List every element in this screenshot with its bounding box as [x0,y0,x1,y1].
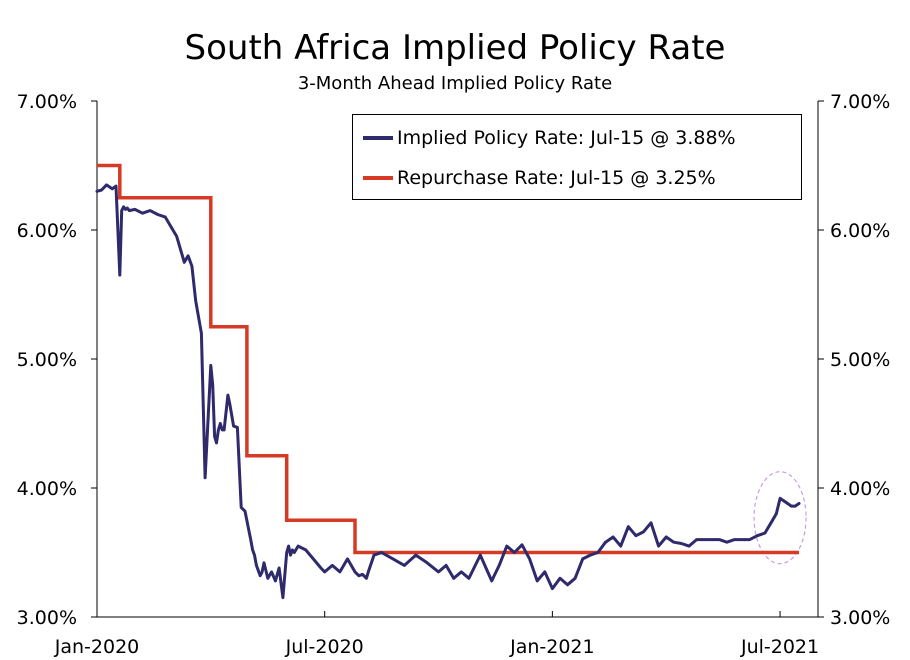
y-tick-label-left: 4.00% [17,478,77,500]
chart-subtitle: 3-Month Ahead Implied Policy Rate [297,73,613,94]
legend-swatch-implied [363,136,393,140]
x-tick-label: Jul-2020 [285,636,364,658]
y-tick-label-left: 3.00% [17,607,77,629]
y-tick-label-right: 7.00% [830,91,890,113]
legend-item-implied: Implied Policy Rate: Jul-15 @ 3.88% [363,123,736,153]
legend-label-implied: Implied Policy Rate: Jul-15 @ 3.88% [397,127,736,149]
series-line-repurchase-rate [97,163,799,555]
y-tick-label-right: 3.00% [830,607,890,629]
highlight-ellipse [753,471,807,565]
y-tick-label-right: 4.00% [830,478,890,500]
y-tick-label-right: 5.00% [830,349,890,371]
x-tick-label: Jul-2021 [740,636,819,658]
series-line-implied-policy-rate [95,183,801,600]
legend-swatch-repo [363,176,393,180]
y-tick-label-left: 5.00% [17,349,77,371]
x-tick-label: Jan-2020 [54,636,140,658]
y-tick-label-right: 6.00% [830,220,890,242]
chart-title: South Africa Implied Policy Rate [184,28,726,68]
annotations [753,471,807,565]
legend: Implied Policy Rate: Jul-15 @ 3.88% Repu… [352,114,802,200]
series-layer [95,163,801,600]
legend-item-repo: Repurchase Rate: Jul-15 @ 3.25% [363,163,716,193]
x-tick-label: Jan-2021 [509,636,595,658]
y-tick-label-left: 6.00% [17,220,77,242]
axes: 3.00% 3.00% 4.00% 4.00% 5.00% 5.00% 6.00% 6.00%… [17,91,891,658]
legend-label-repo: Repurchase Rate: Jul-15 @ 3.25% [397,167,716,189]
y-tick-label-left: 7.00% [17,91,77,113]
